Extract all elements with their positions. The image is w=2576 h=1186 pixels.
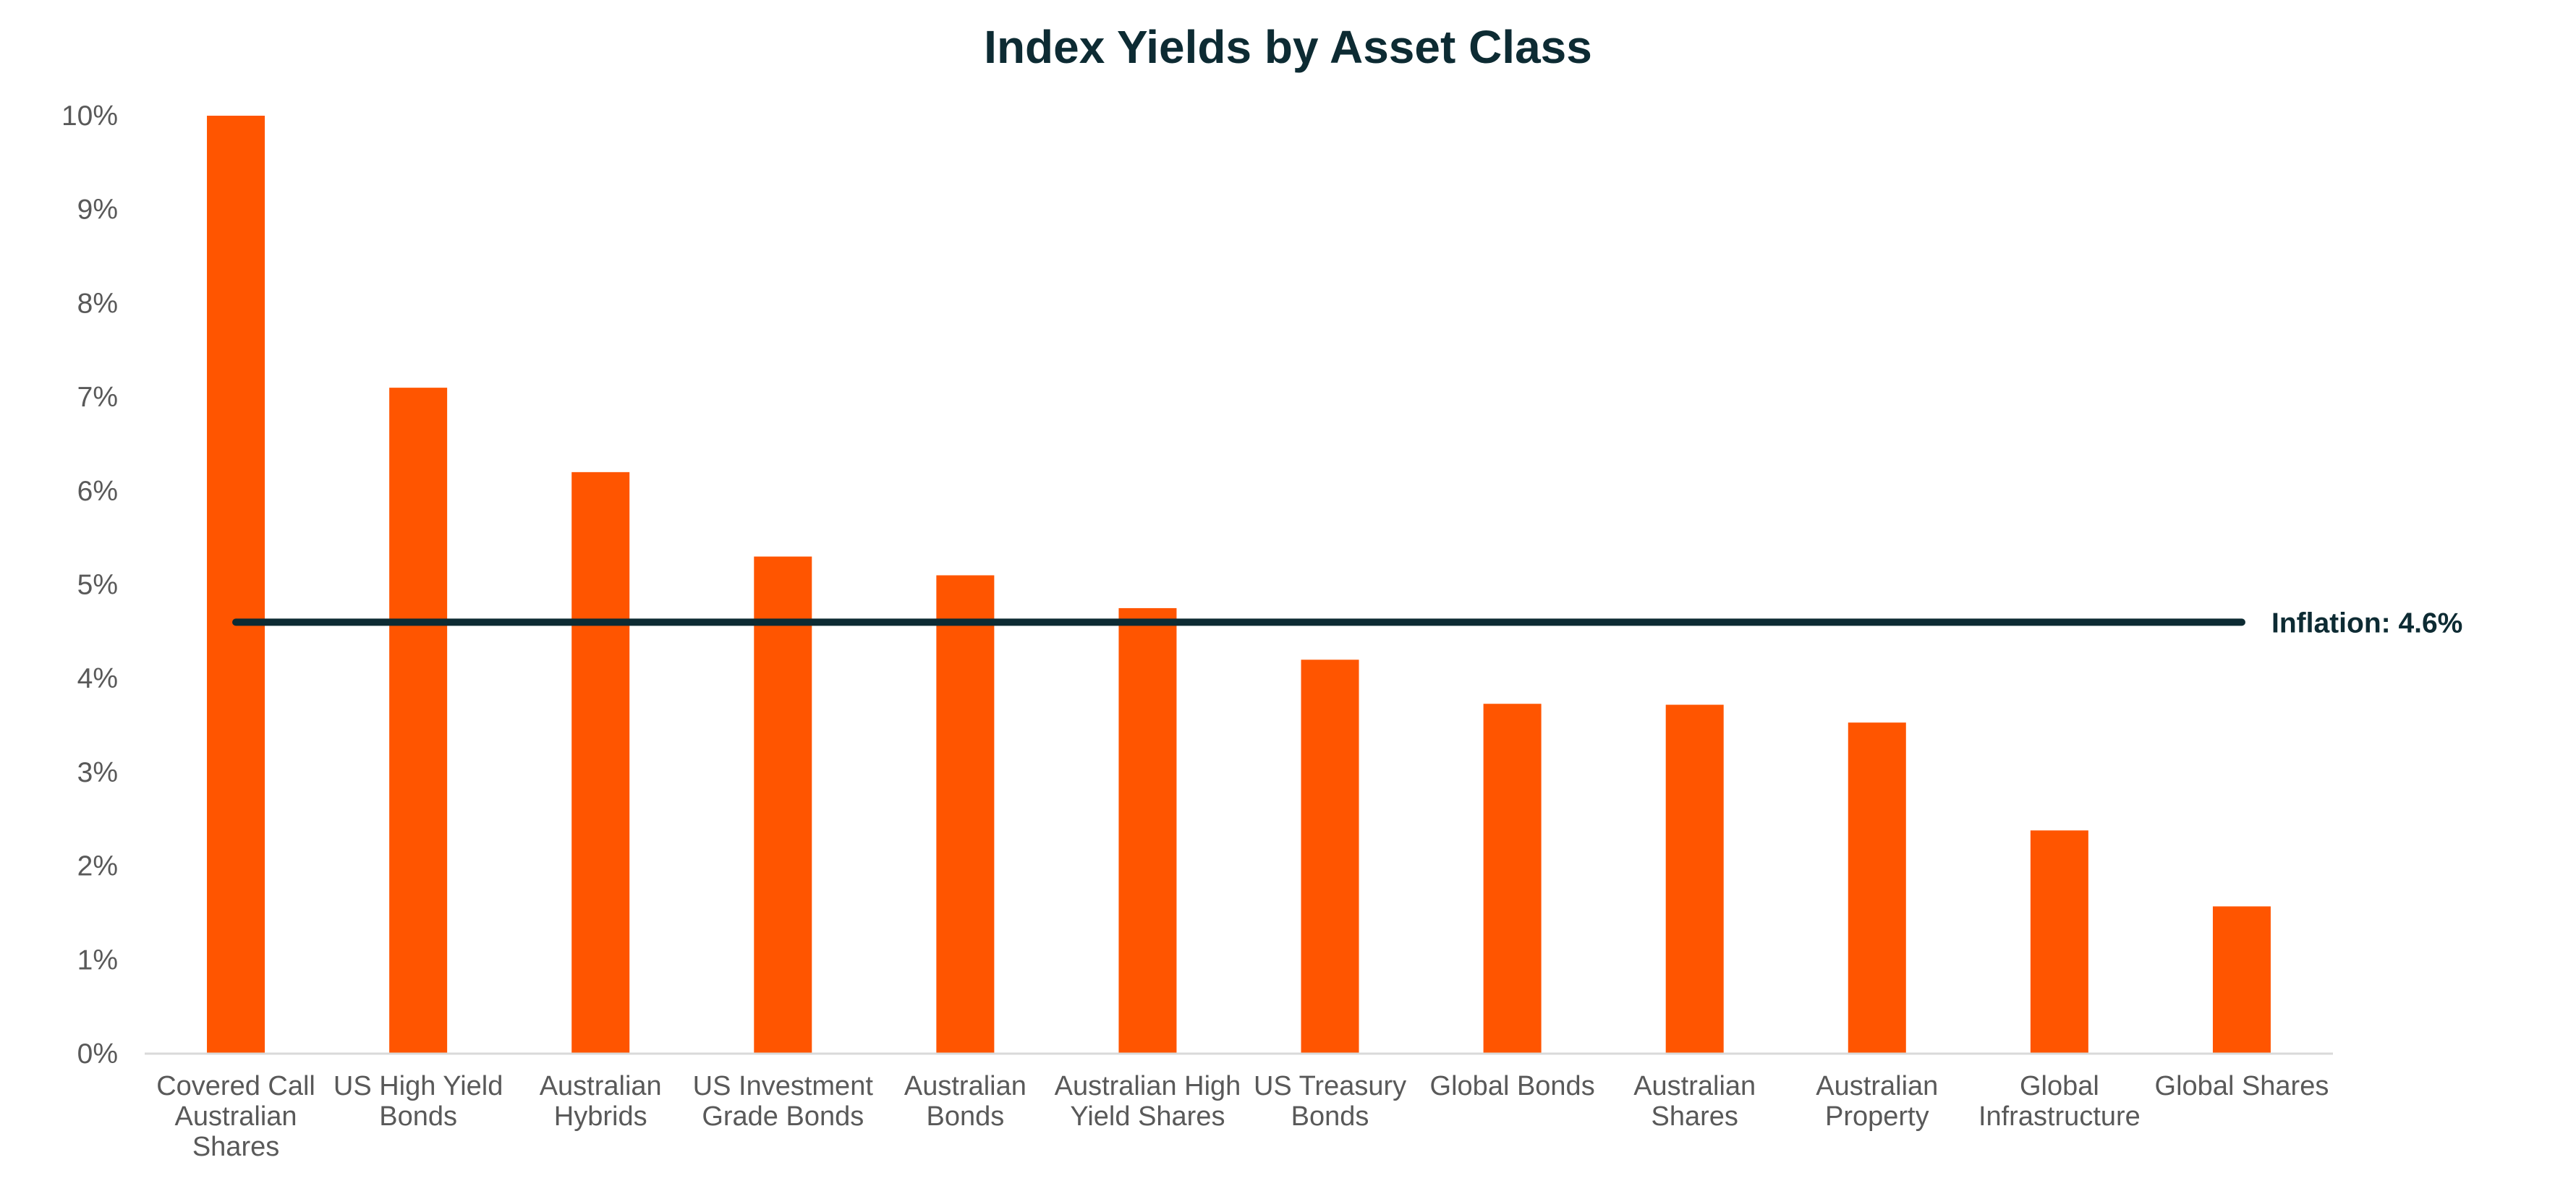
bar [1665,704,1724,1054]
x-category-label: Australian Property [1816,1071,1938,1132]
bar [389,388,448,1054]
y-tick-label: 5% [77,570,118,601]
bar [1301,660,1359,1054]
bar [1483,704,1542,1054]
x-category-label: US High Yield Bonds [333,1071,503,1132]
y-tick-label: 7% [77,382,118,413]
y-tick-label: 0% [77,1038,118,1070]
x-category-label: US Investment Grade Bonds [693,1071,874,1132]
bar [936,575,995,1054]
chart-title: Index Yields by Asset Class [984,21,1592,73]
bar [1118,607,1177,1054]
y-axis-ticks: 0% 1% 2% 3% 4% 5% 6% 7% 8% 9% 10% [61,101,118,1070]
x-category-label: Global Shares [2155,1071,2329,1101]
y-tick-label: 1% [77,944,118,976]
y-tick-label: 4% [77,663,118,694]
x-category-label: Australian Bonds [904,1071,1026,1132]
y-tick-label: 10% [61,101,118,132]
y-tick-label: 8% [77,288,118,319]
y-tick-label: 6% [77,476,118,507]
x-category-label: US Treasury Bonds [1254,1071,1406,1132]
bar [1848,722,1906,1054]
bar [207,116,265,1054]
y-tick-label: 3% [77,757,118,788]
x-category-label: Australian Shares [1633,1071,1756,1132]
bar [2030,830,2088,1054]
x-category-label: Covered Call Australian Shares [156,1071,315,1162]
x-category-label: Australian Hybrids [540,1071,662,1132]
bar [571,472,630,1054]
y-tick-label: 9% [77,195,118,226]
bar [2212,906,2271,1054]
x-category-label: Australian High Yield Shares [1055,1071,1241,1132]
x-category-label: Global Bonds [1430,1071,1595,1101]
x-axis-labels: Covered Call Australian Shares US High Yiel… [156,1071,2329,1162]
bar [754,556,812,1054]
x-category-label: Global Infrastructure [1978,1071,2141,1132]
y-tick-label: 2% [77,851,118,882]
bars [207,116,2271,1054]
inflation-reference-label: Inflation: 4.6% [2271,607,2462,639]
